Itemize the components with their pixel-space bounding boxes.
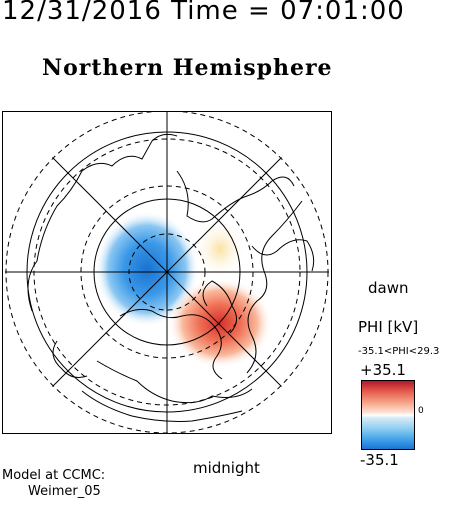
weak-positive-cell — [194, 219, 246, 279]
meridian-lines — [5, 111, 329, 434]
colorbar-max-label: +35.1 — [360, 361, 406, 379]
dawn-label: dawn — [368, 279, 409, 297]
coastlines — [27, 133, 315, 422]
credit-line-1: Model at CCMC: — [2, 468, 106, 483]
credit-line-2: Weimer_05 — [28, 484, 101, 499]
midnight-label: midnight — [193, 459, 260, 477]
polar-map — [2, 111, 332, 434]
hemisphere-title: Northern Hemisphere — [42, 55, 333, 81]
colorbar-title: PHI [kV] — [358, 318, 419, 336]
colorbar-zero-label: 0 — [418, 406, 424, 416]
title-line: 12/31/2016 Time = 07:01:00 — [2, 0, 405, 26]
colorbar — [361, 380, 415, 450]
positive-potential-cell — [168, 278, 272, 368]
colorbar-min-label: -35.1 — [360, 451, 399, 469]
negative-potential-cell — [95, 211, 199, 327]
colorbar-range: -35.1<PHI<29.3 — [358, 346, 440, 357]
